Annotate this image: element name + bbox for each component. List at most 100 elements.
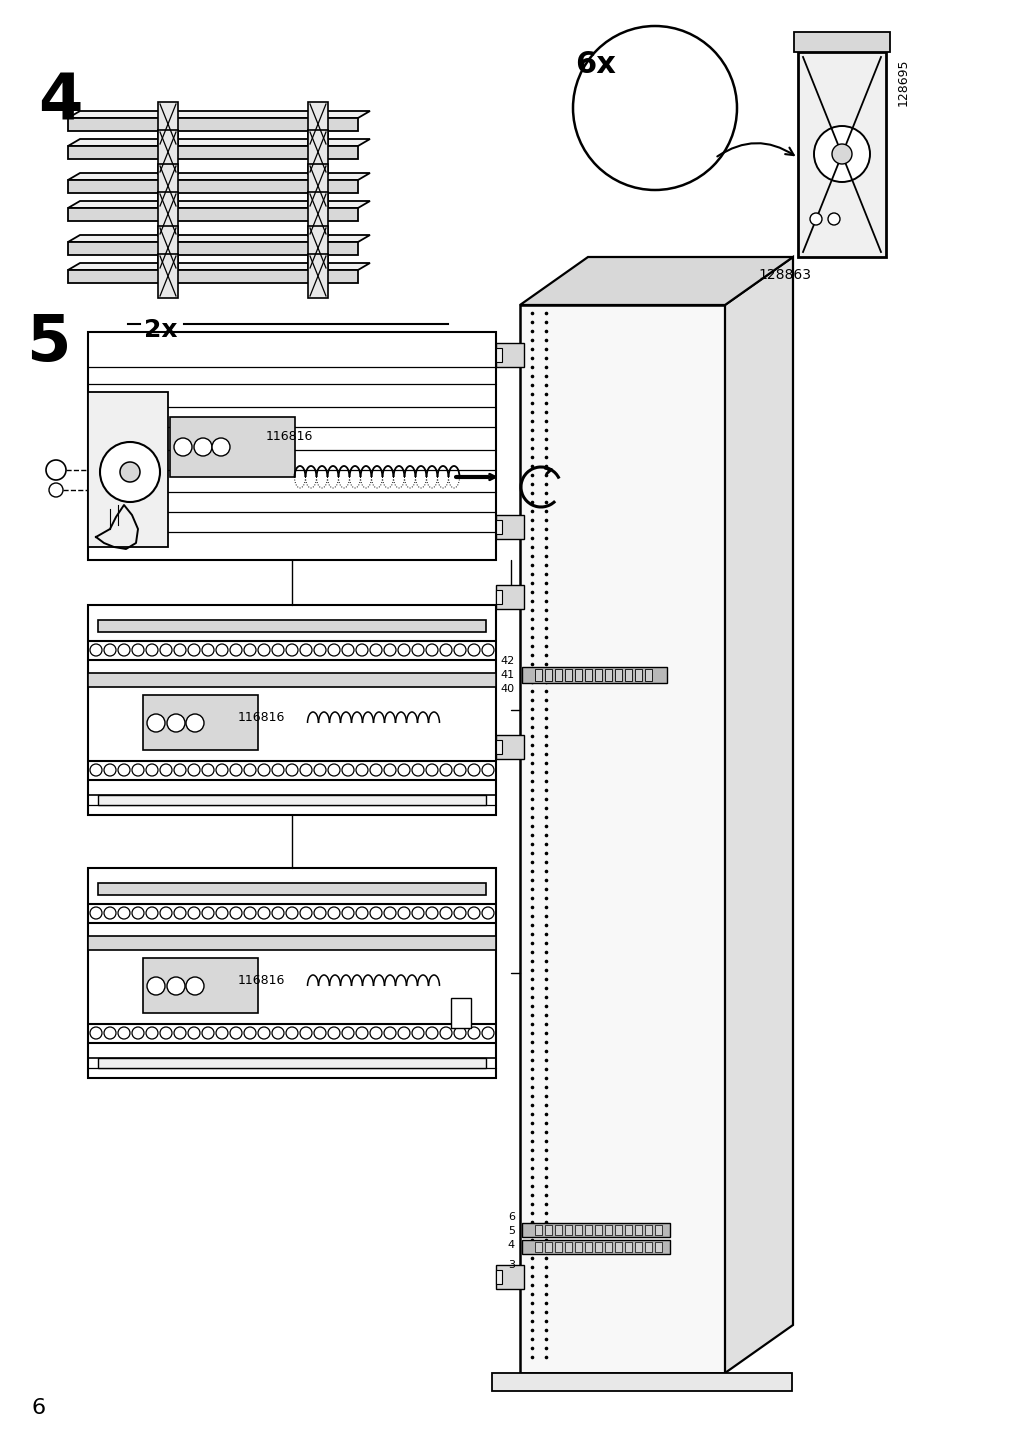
Bar [594, 1224, 602, 1234]
Bar [615, 1242, 622, 1252]
Circle shape [202, 1027, 213, 1040]
Circle shape [258, 1027, 270, 1040]
Circle shape [244, 644, 256, 656]
Bar [495, 516, 524, 538]
Circle shape [202, 765, 213, 776]
Circle shape [90, 906, 102, 919]
Circle shape [215, 644, 227, 656]
Bar [88, 332, 495, 560]
Circle shape [186, 715, 204, 732]
Bar [554, 1242, 561, 1252]
Bar [68, 117, 358, 130]
Circle shape [370, 1027, 381, 1040]
Bar [574, 1242, 581, 1252]
Bar [68, 271, 358, 284]
Circle shape [160, 765, 172, 776]
Bar [88, 604, 495, 815]
Circle shape [244, 765, 256, 776]
Bar [535, 1224, 542, 1234]
Circle shape [356, 906, 368, 919]
Circle shape [104, 765, 116, 776]
Circle shape [827, 213, 839, 225]
Text: 5: 5 [26, 312, 71, 374]
Circle shape [299, 906, 311, 919]
Circle shape [104, 1027, 116, 1040]
Bar [143, 958, 258, 1012]
Circle shape [160, 644, 172, 656]
Circle shape [118, 765, 129, 776]
Circle shape [286, 906, 297, 919]
Circle shape [188, 906, 200, 919]
Circle shape [104, 644, 116, 656]
Circle shape [467, 1027, 479, 1040]
Circle shape [313, 644, 326, 656]
Bar [584, 669, 591, 682]
Circle shape [186, 977, 204, 995]
Bar [535, 1242, 542, 1252]
Circle shape [342, 644, 354, 656]
Bar [495, 344, 524, 367]
Circle shape [313, 765, 326, 776]
Bar [495, 1264, 524, 1289]
Bar [158, 192, 178, 236]
Circle shape [370, 644, 381, 656]
Circle shape [118, 1027, 129, 1040]
Bar [794, 32, 889, 52]
Bar [545, 1242, 551, 1252]
Circle shape [120, 463, 140, 483]
Circle shape [215, 906, 227, 919]
Circle shape [174, 1027, 186, 1040]
Bar [564, 1224, 571, 1234]
Circle shape [229, 644, 242, 656]
Polygon shape [68, 112, 370, 117]
Circle shape [440, 765, 452, 776]
Text: 116816: 116816 [266, 430, 313, 442]
Circle shape [481, 765, 493, 776]
Bar [625, 669, 632, 682]
Bar [625, 1242, 632, 1252]
Circle shape [397, 644, 409, 656]
Circle shape [244, 1027, 256, 1040]
Circle shape [286, 1027, 297, 1040]
Bar [158, 165, 178, 208]
Bar [654, 1242, 661, 1252]
Circle shape [167, 977, 185, 995]
Bar [495, 1270, 501, 1285]
Bar [98, 620, 485, 632]
Circle shape [258, 906, 270, 919]
Bar [584, 1242, 591, 1252]
Bar [545, 669, 551, 682]
Circle shape [167, 715, 185, 732]
Bar [98, 884, 485, 895]
Circle shape [397, 906, 409, 919]
Circle shape [411, 765, 424, 776]
Bar [68, 146, 358, 159]
Text: 41: 41 [500, 670, 515, 680]
Circle shape [411, 1027, 424, 1040]
Circle shape [188, 1027, 200, 1040]
FancyArrowPatch shape [717, 143, 793, 156]
Circle shape [299, 644, 311, 656]
Circle shape [286, 644, 297, 656]
Circle shape [272, 906, 284, 919]
Circle shape [813, 126, 869, 182]
Circle shape [342, 765, 354, 776]
Circle shape [481, 906, 493, 919]
Bar [495, 590, 501, 604]
Bar [98, 795, 485, 805]
Circle shape [440, 644, 452, 656]
Bar [307, 192, 328, 236]
Bar [495, 348, 501, 362]
Circle shape [299, 1027, 311, 1040]
Bar [522, 1223, 669, 1237]
Circle shape [411, 906, 424, 919]
Bar [644, 1242, 651, 1252]
Bar [594, 1242, 602, 1252]
Bar [158, 253, 178, 298]
Bar [520, 305, 724, 1373]
Circle shape [229, 1027, 242, 1040]
Circle shape [118, 906, 129, 919]
Circle shape [454, 765, 465, 776]
Circle shape [328, 1027, 340, 1040]
Bar [522, 1240, 669, 1254]
